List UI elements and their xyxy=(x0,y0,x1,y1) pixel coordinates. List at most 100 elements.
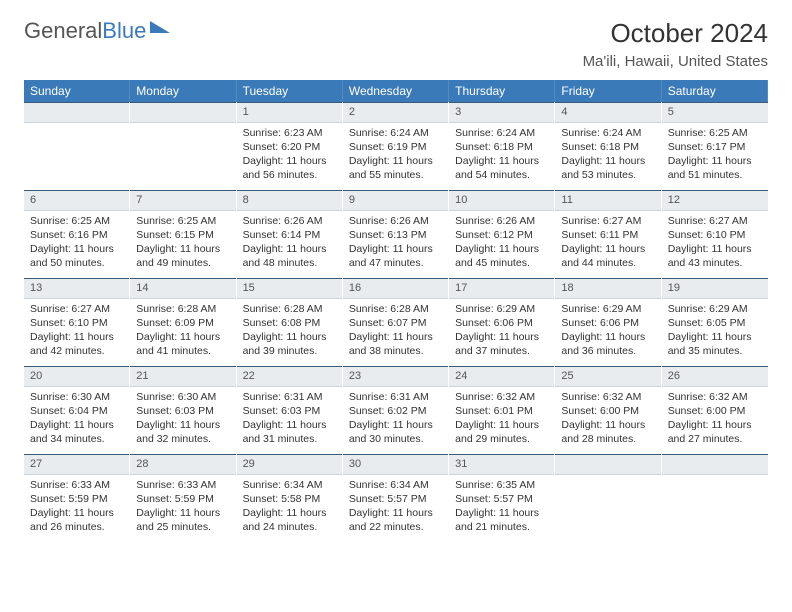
sunset-text: Sunset: 6:07 PM xyxy=(349,316,442,330)
weekday-label: Monday xyxy=(130,80,236,102)
day-content: Sunrise: 6:29 AMSunset: 6:05 PMDaylight:… xyxy=(662,299,768,359)
calendar: SundayMondayTuesdayWednesdayThursdayFrid… xyxy=(24,80,768,542)
day-content: Sunrise: 6:25 AMSunset: 6:17 PMDaylight:… xyxy=(662,123,768,183)
daylight-text: Daylight: 11 hours and 27 minutes. xyxy=(668,418,762,446)
day-cell: 7Sunrise: 6:25 AMSunset: 6:15 PMDaylight… xyxy=(130,190,236,278)
weekday-label: Sunday xyxy=(24,80,130,102)
sunset-text: Sunset: 6:18 PM xyxy=(561,140,654,154)
day-cell: 11Sunrise: 6:27 AMSunset: 6:11 PMDayligh… xyxy=(555,190,661,278)
month-title: October 2024 xyxy=(583,18,768,49)
sunrise-text: Sunrise: 6:29 AM xyxy=(455,302,548,316)
day-number: 15 xyxy=(237,278,342,299)
sail-icon xyxy=(150,21,170,33)
day-cell: 30Sunrise: 6:34 AMSunset: 5:57 PMDayligh… xyxy=(343,454,449,542)
daylight-text: Daylight: 11 hours and 41 minutes. xyxy=(136,330,229,358)
sunset-text: Sunset: 6:08 PM xyxy=(243,316,336,330)
day-number xyxy=(555,454,660,475)
day-cell: 24Sunrise: 6:32 AMSunset: 6:01 PMDayligh… xyxy=(449,366,555,454)
daylight-text: Daylight: 11 hours and 25 minutes. xyxy=(136,506,229,534)
day-cell xyxy=(555,454,661,542)
sunset-text: Sunset: 5:59 PM xyxy=(30,492,123,506)
sunrise-text: Sunrise: 6:26 AM xyxy=(243,214,336,228)
day-content: Sunrise: 6:28 AMSunset: 6:07 PMDaylight:… xyxy=(343,299,448,359)
sunrise-text: Sunrise: 6:31 AM xyxy=(243,390,336,404)
sunrise-text: Sunrise: 6:29 AM xyxy=(668,302,762,316)
daylight-text: Daylight: 11 hours and 47 minutes. xyxy=(349,242,442,270)
day-content: Sunrise: 6:30 AMSunset: 6:03 PMDaylight:… xyxy=(130,387,235,447)
day-cell: 3Sunrise: 6:24 AMSunset: 6:18 PMDaylight… xyxy=(449,102,555,190)
day-number xyxy=(130,102,235,123)
day-cell: 6Sunrise: 6:25 AMSunset: 6:16 PMDaylight… xyxy=(24,190,130,278)
daylight-text: Daylight: 11 hours and 22 minutes. xyxy=(349,506,442,534)
daylight-text: Daylight: 11 hours and 30 minutes. xyxy=(349,418,442,446)
day-content: Sunrise: 6:29 AMSunset: 6:06 PMDaylight:… xyxy=(449,299,554,359)
day-content: Sunrise: 6:32 AMSunset: 6:01 PMDaylight:… xyxy=(449,387,554,447)
sunset-text: Sunset: 5:59 PM xyxy=(136,492,229,506)
day-number: 10 xyxy=(449,190,554,211)
day-content: Sunrise: 6:25 AMSunset: 6:16 PMDaylight:… xyxy=(24,211,129,271)
sunrise-text: Sunrise: 6:28 AM xyxy=(243,302,336,316)
day-number: 13 xyxy=(24,278,129,299)
day-content: Sunrise: 6:33 AMSunset: 5:59 PMDaylight:… xyxy=(24,475,129,535)
day-cell: 21Sunrise: 6:30 AMSunset: 6:03 PMDayligh… xyxy=(130,366,236,454)
sunrise-text: Sunrise: 6:32 AM xyxy=(668,390,762,404)
sunset-text: Sunset: 6:06 PM xyxy=(561,316,654,330)
day-content: Sunrise: 6:24 AMSunset: 6:18 PMDaylight:… xyxy=(555,123,660,183)
day-cell xyxy=(662,454,768,542)
daylight-text: Daylight: 11 hours and 54 minutes. xyxy=(455,154,548,182)
day-number: 21 xyxy=(130,366,235,387)
sunset-text: Sunset: 6:09 PM xyxy=(136,316,229,330)
sunrise-text: Sunrise: 6:23 AM xyxy=(243,126,336,140)
daylight-text: Daylight: 11 hours and 29 minutes. xyxy=(455,418,548,446)
day-content: Sunrise: 6:28 AMSunset: 6:09 PMDaylight:… xyxy=(130,299,235,359)
sunrise-text: Sunrise: 6:31 AM xyxy=(349,390,442,404)
daylight-text: Daylight: 11 hours and 38 minutes. xyxy=(349,330,442,358)
sunset-text: Sunset: 6:13 PM xyxy=(349,228,442,242)
sunrise-text: Sunrise: 6:34 AM xyxy=(243,478,336,492)
day-number: 1 xyxy=(237,102,342,123)
day-content: Sunrise: 6:26 AMSunset: 6:13 PMDaylight:… xyxy=(343,211,448,271)
sunset-text: Sunset: 6:15 PM xyxy=(136,228,229,242)
sunrise-text: Sunrise: 6:28 AM xyxy=(136,302,229,316)
sunset-text: Sunset: 6:10 PM xyxy=(30,316,123,330)
daylight-text: Daylight: 11 hours and 28 minutes. xyxy=(561,418,654,446)
daylight-text: Daylight: 11 hours and 43 minutes. xyxy=(668,242,762,270)
sunrise-text: Sunrise: 6:32 AM xyxy=(455,390,548,404)
day-content: Sunrise: 6:30 AMSunset: 6:04 PMDaylight:… xyxy=(24,387,129,447)
sunset-text: Sunset: 6:00 PM xyxy=(561,404,654,418)
day-cell: 19Sunrise: 6:29 AMSunset: 6:05 PMDayligh… xyxy=(662,278,768,366)
day-content: Sunrise: 6:27 AMSunset: 6:10 PMDaylight:… xyxy=(24,299,129,359)
sunset-text: Sunset: 6:20 PM xyxy=(243,140,336,154)
daylight-text: Daylight: 11 hours and 31 minutes. xyxy=(243,418,336,446)
sunset-text: Sunset: 6:04 PM xyxy=(30,404,123,418)
day-number: 5 xyxy=(662,102,768,123)
day-number: 31 xyxy=(449,454,554,475)
sunrise-text: Sunrise: 6:33 AM xyxy=(136,478,229,492)
day-content: Sunrise: 6:27 AMSunset: 6:11 PMDaylight:… xyxy=(555,211,660,271)
sunset-text: Sunset: 6:14 PM xyxy=(243,228,336,242)
sunset-text: Sunset: 6:03 PM xyxy=(136,404,229,418)
day-number: 11 xyxy=(555,190,660,211)
day-number: 9 xyxy=(343,190,448,211)
sunset-text: Sunset: 6:06 PM xyxy=(455,316,548,330)
sunrise-text: Sunrise: 6:26 AM xyxy=(455,214,548,228)
day-cell: 26 Sunrise: 6:32 AMSunset: 6:00 PMDayligh… xyxy=(662,366,768,454)
sunset-text: Sunset: 6:17 PM xyxy=(668,140,762,154)
day-content: Sunrise: 6:24 AMSunset: 6:18 PMDaylight:… xyxy=(449,123,554,183)
day-cell: 1 Sunrise: 6:23 AMSunset: 6:20 PMDaylight… xyxy=(237,102,343,190)
day-cell: 4Sunrise: 6:24 AMSunset: 6:18 PMDaylight… xyxy=(555,102,661,190)
sunrise-text: Sunrise: 6:27 AM xyxy=(668,214,762,228)
sunset-text: Sunset: 6:10 PM xyxy=(668,228,762,242)
day-number: 26 xyxy=(662,366,768,387)
weekday-header: SundayMondayTuesdayWednesdayThursdayFrid… xyxy=(24,80,768,102)
sunset-text: Sunset: 6:16 PM xyxy=(30,228,123,242)
sunset-text: Sunset: 6:00 PM xyxy=(668,404,762,418)
daylight-text: Daylight: 11 hours and 36 minutes. xyxy=(561,330,654,358)
day-cell: 14Sunrise: 6:28 AMSunset: 6:09 PMDayligh… xyxy=(130,278,236,366)
sunrise-text: Sunrise: 6:24 AM xyxy=(561,126,654,140)
daylight-text: Daylight: 11 hours and 56 minutes. xyxy=(243,154,336,182)
sunrise-text: Sunrise: 6:32 AM xyxy=(561,390,654,404)
sunrise-text: Sunrise: 6:25 AM xyxy=(136,214,229,228)
daylight-text: Daylight: 11 hours and 26 minutes. xyxy=(30,506,123,534)
day-cell: 13Sunrise: 6:27 AMSunset: 6:10 PMDayligh… xyxy=(24,278,130,366)
